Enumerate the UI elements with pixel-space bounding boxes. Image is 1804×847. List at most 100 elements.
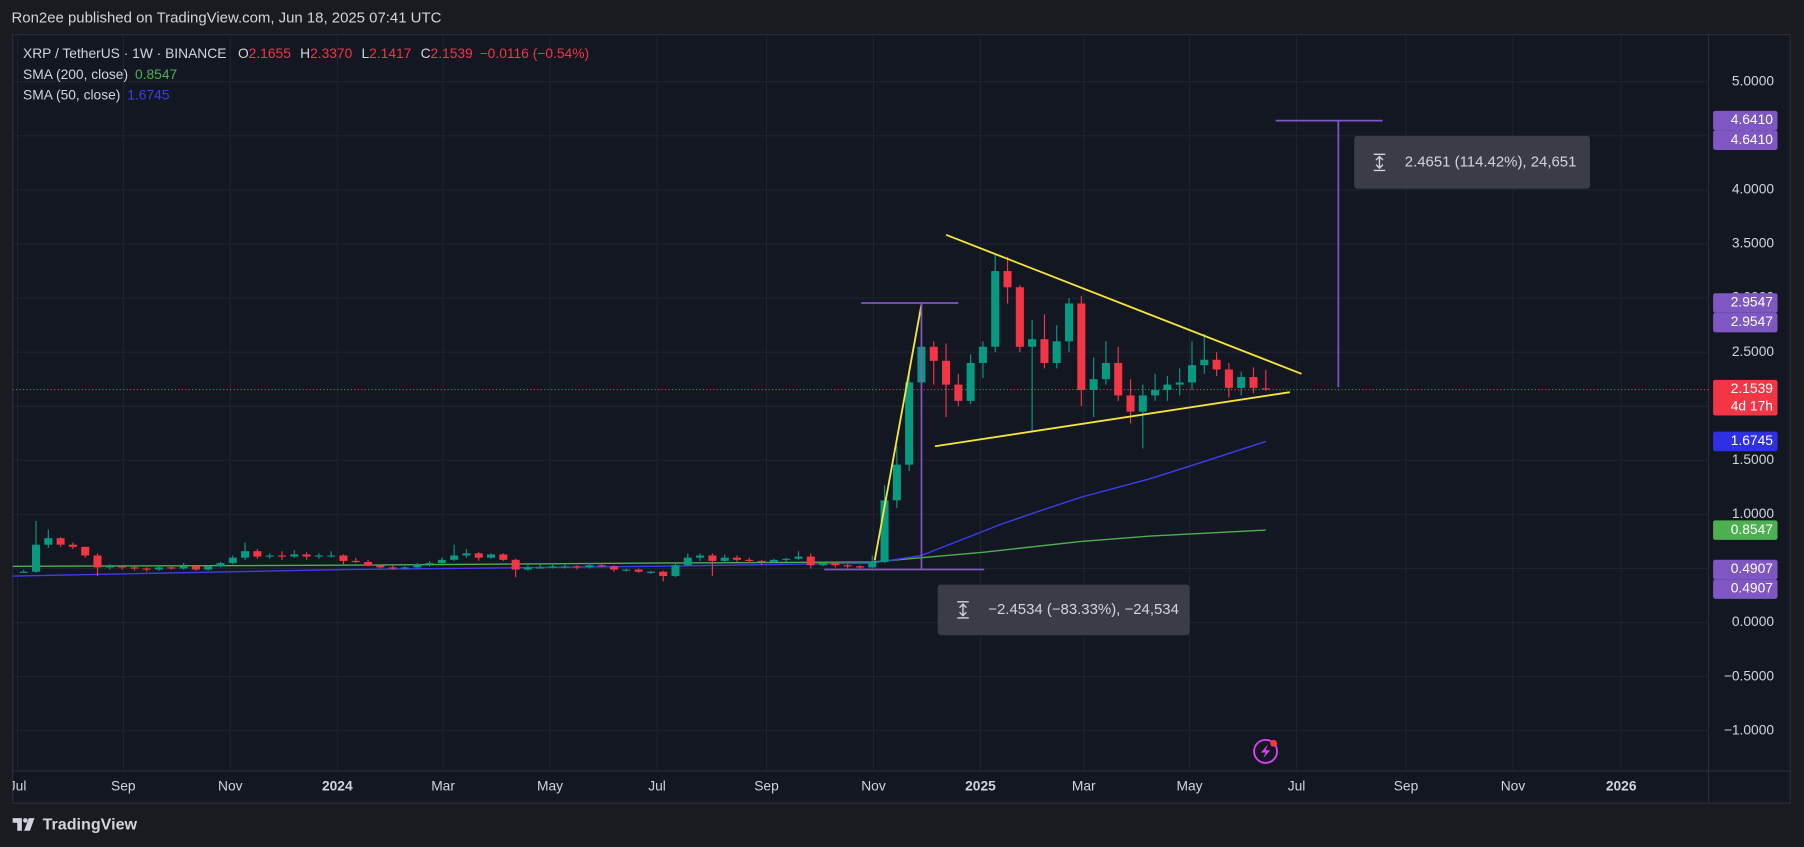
candle-body (696, 555, 705, 558)
publisher: Ron2ee published on TradingView.com, Jun… (12, 9, 442, 26)
candle-body (474, 553, 483, 558)
candle-body (1003, 271, 1012, 288)
candle-body (1163, 384, 1172, 391)
candle-body (1212, 359, 1221, 370)
candle-body (794, 556, 803, 559)
candle-body (1200, 359, 1209, 366)
measure-label-box (937, 584, 1190, 636)
candle-body (942, 360, 951, 385)
symbol-legend: XRP / TetherUS · 1W · BINANCE O2.1655 H2.3… (23, 46, 589, 61)
y-tick-label: 3.5000 (1732, 236, 1775, 251)
price-badge (1713, 559, 1778, 580)
candle-body (179, 566, 188, 569)
candle-body (782, 558, 791, 560)
price-badge (1713, 379, 1778, 416)
candle-body (1249, 377, 1258, 388)
candle-body (31, 544, 41, 572)
candle-body (253, 551, 262, 557)
price-badge-label: 0.8547 (1731, 522, 1773, 537)
candle-body (905, 382, 914, 465)
candle-body (978, 346, 987, 363)
candle-body (708, 555, 717, 561)
candle-body (130, 567, 139, 569)
x-tick-label: Nov (861, 779, 886, 794)
measure-label: −2.4534 (−83.33%), −24,534 (988, 601, 1179, 618)
candle-body (732, 557, 742, 560)
candle-body (831, 563, 840, 566)
candle-body (880, 500, 889, 562)
candle-body (1028, 339, 1037, 347)
candle-body (1052, 341, 1061, 363)
candle-body (757, 560, 766, 563)
candle-body (19, 571, 28, 573)
x-tick-label: Sep (111, 779, 136, 794)
candle-body (769, 559, 778, 562)
sma-legend: SMA (200, close) 0.8547 (23, 67, 177, 82)
candle-body (1151, 390, 1160, 396)
candle-body (68, 544, 77, 547)
price-badge (1713, 110, 1778, 131)
candle-body (1261, 388, 1270, 390)
ohlc-key: H (300, 46, 310, 61)
candle-body (523, 567, 532, 570)
sma-value: 0.8547 (135, 67, 177, 82)
candle-body (892, 464, 901, 501)
candle-body (1237, 377, 1246, 388)
trendline (945, 233, 1302, 375)
candle-body (560, 566, 569, 568)
candle-body (142, 568, 151, 570)
candle-body (413, 564, 422, 568)
candle-body (536, 567, 545, 569)
candle-body (487, 554, 496, 558)
candle-body (671, 565, 680, 577)
candle-body (450, 555, 459, 560)
y-tick-label: 0.0000 (1732, 614, 1775, 629)
change: −0.0116 (−0.54%) (480, 46, 589, 61)
candle-body (573, 566, 582, 568)
x-tick-label: Nov (1501, 779, 1526, 794)
x-tick-label: Jul (1288, 779, 1306, 794)
candle-body (499, 554, 508, 560)
x-tick-label: Mar (1072, 779, 1096, 794)
x-tick-label: May (1177, 779, 1203, 794)
candle-body (314, 555, 323, 557)
price-badge-countdown: 4d 17h (1731, 399, 1773, 414)
candle-body (204, 566, 213, 570)
y-tick-label: 2.5000 (1732, 344, 1775, 359)
grid (12, 34, 1709, 771)
candle-body (56, 538, 65, 545)
candle-body (745, 559, 754, 561)
candle-body (1126, 395, 1135, 412)
candle-body (290, 554, 299, 557)
candle-body (118, 566, 127, 568)
candle-body (597, 565, 606, 567)
ohlc-value: 2.3370 (310, 46, 353, 61)
x-tick-label: 2024 (322, 779, 353, 794)
price-badge-label: 4.6410 (1731, 132, 1774, 147)
candle-body (720, 557, 729, 561)
price-badge (1713, 130, 1778, 150)
price-badge (1713, 312, 1778, 333)
candle-body (216, 563, 225, 567)
candle-body (991, 271, 1000, 347)
time-axis: Jul Sep Nov 2024 Mar May Jul Sep Nov 2025 Mar May Ju… (9, 779, 1637, 794)
alert-icon[interactable] (1253, 738, 1278, 764)
x-tick-label: Mar (431, 779, 455, 794)
ohlc-key: L (361, 46, 369, 61)
candle-body (548, 566, 557, 568)
price-badge-label: 4.6410 (1731, 112, 1774, 127)
candle-body (1077, 303, 1086, 391)
trendline (873, 304, 923, 561)
candle-body (1101, 362, 1110, 380)
x-tick-label: 2025 (965, 779, 996, 794)
x-tick-label: Jul (9, 779, 27, 794)
candle-body (44, 538, 53, 545)
price-badge-label: 2.9547 (1731, 295, 1773, 310)
price-badge (1713, 520, 1778, 540)
candle-body (646, 571, 655, 573)
candle-body (351, 560, 360, 563)
tradingview-logo (12, 818, 35, 831)
y-tick-label: 1.0000 (1732, 506, 1775, 521)
candle-body (1015, 287, 1024, 347)
